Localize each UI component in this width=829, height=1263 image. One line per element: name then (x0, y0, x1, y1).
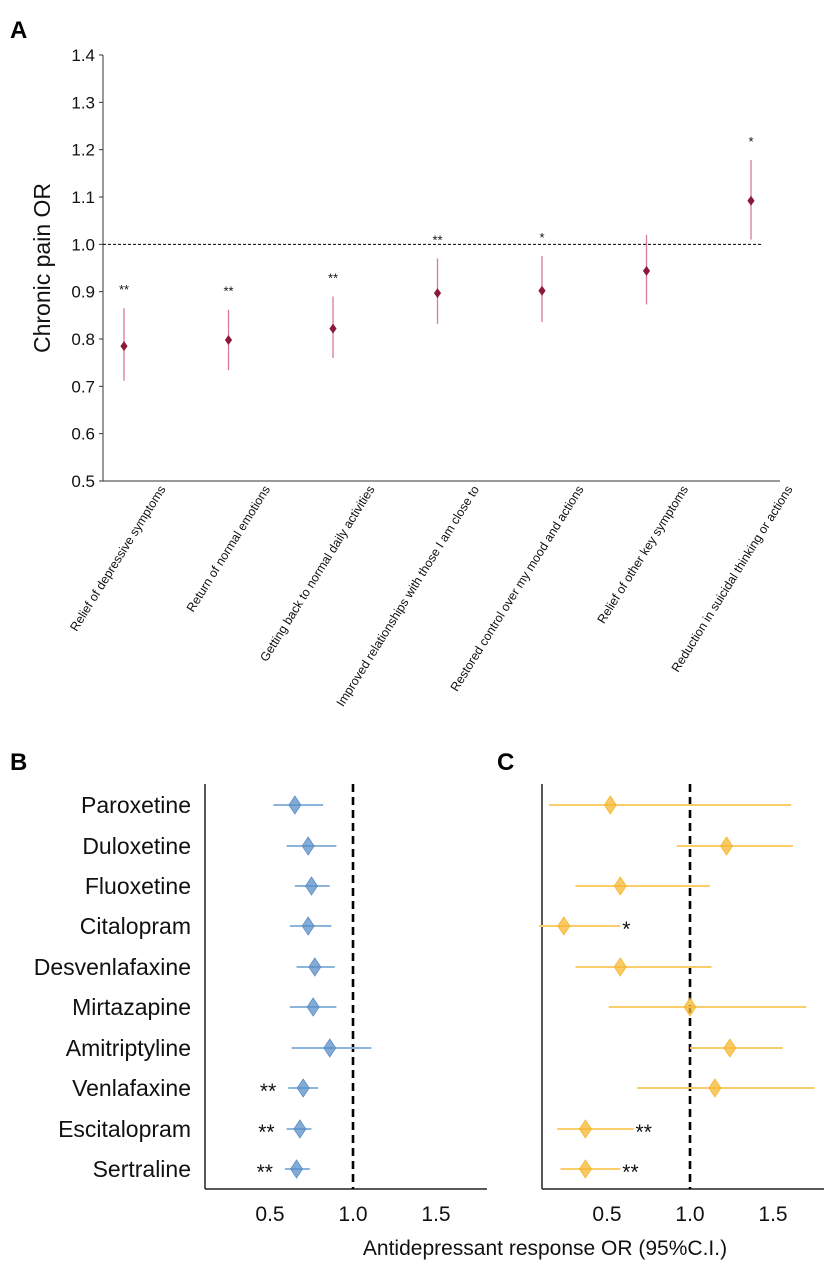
panel-b-point (293, 1119, 307, 1139)
panel-b-point (301, 916, 315, 936)
panel-a-point (120, 341, 128, 352)
panel-b-point (288, 795, 302, 815)
panel-b-point (296, 1078, 310, 1098)
panel-b-drug-label: Venlafaxine (72, 1075, 191, 1101)
panel-b-point (301, 836, 315, 856)
panel-label-a: A (10, 17, 27, 44)
panel-a-y-tick-label: 0.6 (71, 425, 95, 444)
panel-b-point (306, 997, 320, 1017)
panel-c-point (613, 957, 627, 977)
panel-b-drug-label: Escitalopram (58, 1116, 191, 1142)
panel-c-x-axis-label: Antidepressant response OR (95%C.I.) (363, 1237, 727, 1260)
panel-a-category-label: Restored control over my mood and action… (448, 483, 587, 694)
panel-c-point (720, 836, 734, 856)
panel-b-drug-label: Duloxetine (82, 833, 191, 859)
panel-a-significance: * (748, 134, 753, 149)
panel-b-drug-label: Mirtazapine (72, 994, 191, 1020)
panel-b-x-tick-label: 1.0 (338, 1203, 367, 1226)
panel-c-point (578, 1159, 592, 1179)
panel-b-drug-label: Desvenlafaxine (34, 954, 191, 980)
panel-a-y-tick-label: 0.8 (71, 330, 95, 349)
panel-b-drug-label: Paroxetine (81, 792, 191, 818)
panel-c-chart: 0.5 1.0 1.5 ***** Antidepressant response … (363, 784, 824, 1260)
panel-a-category-label: Reduction in suicidal thinking or action… (669, 483, 796, 674)
panel-a-category-label: Return of normal emotions (184, 483, 273, 614)
panel-c-point (578, 1119, 592, 1139)
panel-a-y-tick-label: 1.0 (71, 235, 95, 254)
panel-a-y-tick-label: 1.4 (71, 46, 95, 65)
panel-c-point (603, 795, 617, 815)
panel-c-significance: ** (622, 1161, 638, 1184)
panel-b-drug-label: Amitriptyline (66, 1035, 191, 1061)
panel-a-significance: ** (119, 282, 129, 297)
panel-a-point (224, 334, 233, 345)
panel-a-significance: ** (223, 284, 233, 299)
panel-c-point (708, 1078, 722, 1098)
panel-a-y-tick-label: 0.9 (71, 283, 95, 302)
panel-c-point (683, 997, 697, 1017)
panel-a-y-axis-label: Chronic pain OR (29, 183, 55, 353)
panel-a-y-tick-label: 1.1 (71, 188, 95, 207)
panel-b-x-tick-label: 1.5 (421, 1203, 450, 1226)
panel-b-x-tick-label: 0.5 (255, 1203, 284, 1226)
panel-label-c: C (497, 749, 514, 776)
panel-a-chart: Chronic pain OR 0.5 0.6 0.7 0.8 0.9 1.0 1.1 1.2… (29, 46, 796, 709)
panel-b-drug-label: Fluoxetine (85, 873, 191, 899)
panel-a-y-tick-label: 0.7 (71, 377, 95, 396)
panel-a-y-tick-label: 1.2 (71, 141, 95, 160)
panel-a-point (642, 265, 651, 276)
panel-c-significance: * (622, 918, 630, 941)
panel-label-b: B (10, 749, 27, 776)
panel-b-point (308, 957, 322, 977)
panel-b-significance: ** (260, 1080, 276, 1103)
panel-c-point (613, 876, 627, 896)
panel-a-point (747, 195, 755, 206)
panel-a-point (538, 285, 546, 296)
panel-a-category-label: Relief of depressive symptoms (67, 483, 168, 634)
panel-b-significance: ** (258, 1121, 274, 1144)
panel-c-point (557, 916, 571, 936)
panel-b-significance: ** (257, 1161, 273, 1184)
panel-a-y-tick-label: 0.5 (71, 472, 95, 491)
panel-b-drug-label: Sertraline (93, 1156, 191, 1182)
panel-c-x-tick-label: 1.0 (675, 1203, 704, 1226)
panel-c-significance: ** (636, 1121, 652, 1144)
panel-c-x-tick-label: 1.5 (758, 1203, 787, 1226)
panel-a-point (433, 288, 442, 299)
panel-a-significance: * (539, 230, 544, 245)
panel-a-category-label: Getting back to normal daily activities (257, 483, 377, 664)
panel-c-x-tick-label: 0.5 (592, 1203, 621, 1226)
panel-a-point (329, 323, 337, 334)
panel-b-chart: Paroxetine Duloxetine Fluoxetine Citalopram… (34, 784, 487, 1226)
panel-b-point (290, 1159, 304, 1179)
panel-b-point (305, 876, 318, 896)
panel-a-significance: ** (432, 233, 442, 248)
panel-b-point (323, 1038, 337, 1058)
panel-a-category-label: Relief of other key symptoms (595, 483, 692, 626)
panel-b-drug-label: Citalopram (80, 913, 191, 939)
panel-a-significance: ** (328, 270, 338, 285)
panel-c-point (723, 1038, 737, 1058)
panel-a-y-tick-label: 1.3 (71, 93, 95, 112)
